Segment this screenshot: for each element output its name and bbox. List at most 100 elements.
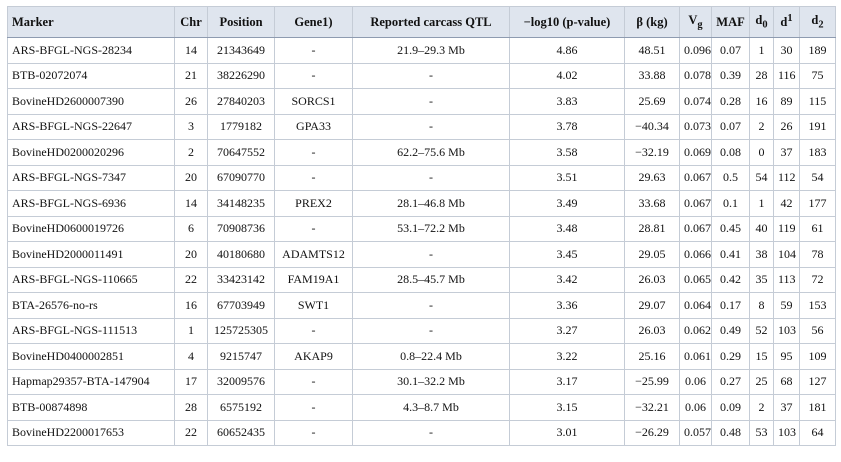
table-row: BovineHD0200020296 2 70647552-62.2–75.6 Mb… — [7, 139, 836, 166]
header-text: d — [811, 13, 819, 28]
table-cell: 3.51 — [509, 164, 625, 191]
table-cell: 0.062 — [679, 317, 712, 344]
table-cell: - — [352, 317, 510, 344]
table-cell: - — [274, 317, 353, 344]
table-cell: 53 — [749, 419, 774, 446]
table-cell: BovineHD0400002851 — [7, 343, 175, 370]
table-cell: 3.48 — [509, 215, 625, 242]
table-cell: 30.1–32.2 Mb — [352, 368, 510, 395]
table-cell: 3 — [174, 113, 208, 140]
table-cell: 3.58 — [509, 139, 625, 166]
table-cell: 0.065 — [679, 266, 712, 293]
table-cell: AKAP9 — [274, 343, 353, 370]
table-cell: - — [274, 215, 353, 242]
table-cell: 3.36 — [509, 292, 625, 319]
table-cell: 127 — [799, 368, 836, 395]
table-cell: 16 — [174, 292, 208, 319]
table-cell: SORCS1 — [274, 88, 353, 115]
table-body: ARS-BFGL-NGS-28234 14 21343649-21.9–29.3 M… — [7, 37, 836, 446]
table-cell: 28.1–46.8 Mb — [352, 190, 510, 217]
table-cell: 21.9–29.3 Mb — [352, 37, 510, 64]
table-cell: - — [274, 139, 353, 166]
table-cell: 14 — [174, 37, 208, 64]
table-cell: - — [274, 37, 353, 64]
table-cell: 4.02 — [509, 62, 625, 89]
table-cell: 0.061 — [679, 343, 712, 370]
table-cell: FAM19A1 — [274, 266, 353, 293]
table-cell: 112 — [773, 164, 800, 191]
table-cell: 153 — [799, 292, 836, 319]
table-cell: 1 — [749, 37, 774, 64]
table-cell: 29.05 — [624, 241, 680, 268]
table-row: BTA-26576-no-rs 16 67703949 SWT1-3.36 29.07 0… — [7, 292, 836, 319]
table-cell: 22 — [174, 419, 208, 446]
table-cell: 0.28 — [711, 88, 750, 115]
table-cell: 29.07 — [624, 292, 680, 319]
table-cell: BovineHD2000011491 — [7, 241, 175, 268]
header-cell: d0 — [749, 6, 774, 38]
table-row: BTB-02072074 21 38226290- -4.02 33.88 0.078 0.… — [7, 62, 836, 89]
table-cell: 52 — [749, 317, 774, 344]
table-row: BovineHD2600007390 26 27840203 SORCS1-3.83 2… — [7, 88, 836, 115]
table-row: BTB-00874898 28 6575192-4.3–8.7 Mb 3.15 −32.… — [7, 394, 836, 421]
header-cell: β (kg) — [624, 6, 680, 38]
table-cell: BTB-00874898 — [7, 394, 175, 421]
table-cell: 26 — [773, 113, 800, 140]
table-cell: 0.41 — [711, 241, 750, 268]
table-cell: 28 — [749, 62, 774, 89]
table-row: ARS-BFGL-NGS-111513 1 125725305- -3.27 26.03… — [7, 317, 836, 344]
table-cell: 59 — [773, 292, 800, 319]
table-cell: 3.42 — [509, 266, 625, 293]
table-cell: −25.99 — [624, 368, 680, 395]
table-cell: −40.34 — [624, 113, 680, 140]
header-text: d — [780, 15, 788, 30]
header-cell: Position — [207, 6, 275, 38]
table-cell: 0.49 — [711, 317, 750, 344]
table-cell: 27840203 — [207, 88, 275, 115]
header-cell: d2 — [799, 6, 836, 38]
table-cell: 33423142 — [207, 266, 275, 293]
table-row: BovineHD0400002851 4 9215747 AKAP9 0.8–22.4 … — [7, 343, 836, 370]
table-cell: Hapmap29357-BTA-147904 — [7, 368, 175, 395]
table-cell: 1 — [174, 317, 208, 344]
table-cell: 0.067 — [679, 164, 712, 191]
table-cell: 0.078 — [679, 62, 712, 89]
table-cell: 22 — [174, 266, 208, 293]
table-row: ARS-BFGL-NGS-22647 3 1779182 GPA33-3.78 −40.… — [7, 113, 836, 140]
table-cell: 177 — [799, 190, 836, 217]
table-cell: 34148235 — [207, 190, 275, 217]
table-cell: ARS-BFGL-NGS-28234 — [7, 37, 175, 64]
table-cell: PREX2 — [274, 190, 353, 217]
table-cell: ARS-BFGL-NGS-111513 — [7, 317, 175, 344]
table-row: Hapmap29357-BTA-147904 17 32009576-30.1–32… — [7, 368, 836, 395]
header-cell: Vg — [679, 6, 712, 38]
table-cell: BTA-26576-no-rs — [7, 292, 175, 319]
table-cell: 53.1–72.2 Mb — [352, 215, 510, 242]
table-cell: 3.83 — [509, 88, 625, 115]
table-cell: 0.8–22.4 Mb — [352, 343, 510, 370]
table-cell: 21343649 — [207, 37, 275, 64]
table-cell: 3.15 — [509, 394, 625, 421]
table-cell: ARS-BFGL-NGS-22647 — [7, 113, 175, 140]
table-cell: 113 — [773, 266, 800, 293]
table-row: ARS-BFGL-NGS-110665 22 33423142 FAM19A1 28.5… — [7, 266, 836, 293]
table-cell: 0.074 — [679, 88, 712, 115]
table-cell: 38226290 — [207, 62, 275, 89]
table-cell: BTB-02072074 — [7, 62, 175, 89]
table-cell: 183 — [799, 139, 836, 166]
table-cell: ARS-BFGL-NGS-7347 — [7, 164, 175, 191]
table-cell: 6575192 — [207, 394, 275, 421]
table-row: BovineHD2200017653 22 60652435- -3.01 −26.29… — [7, 419, 836, 446]
table-cell: 14 — [174, 190, 208, 217]
table-cell: 25.69 — [624, 88, 680, 115]
table-cell: - — [352, 164, 510, 191]
table-cell: 20 — [174, 241, 208, 268]
table-cell: 0.06 — [679, 394, 712, 421]
table-cell: - — [352, 241, 510, 268]
table-cell: 0.064 — [679, 292, 712, 319]
table-cell: ADAMTS12 — [274, 241, 353, 268]
table-cell: 60652435 — [207, 419, 275, 446]
header-row: Marker Chr Position Gene1) Reported carcass … — [7, 6, 836, 38]
table-cell: 25.16 — [624, 343, 680, 370]
table-cell: 61 — [799, 215, 836, 242]
